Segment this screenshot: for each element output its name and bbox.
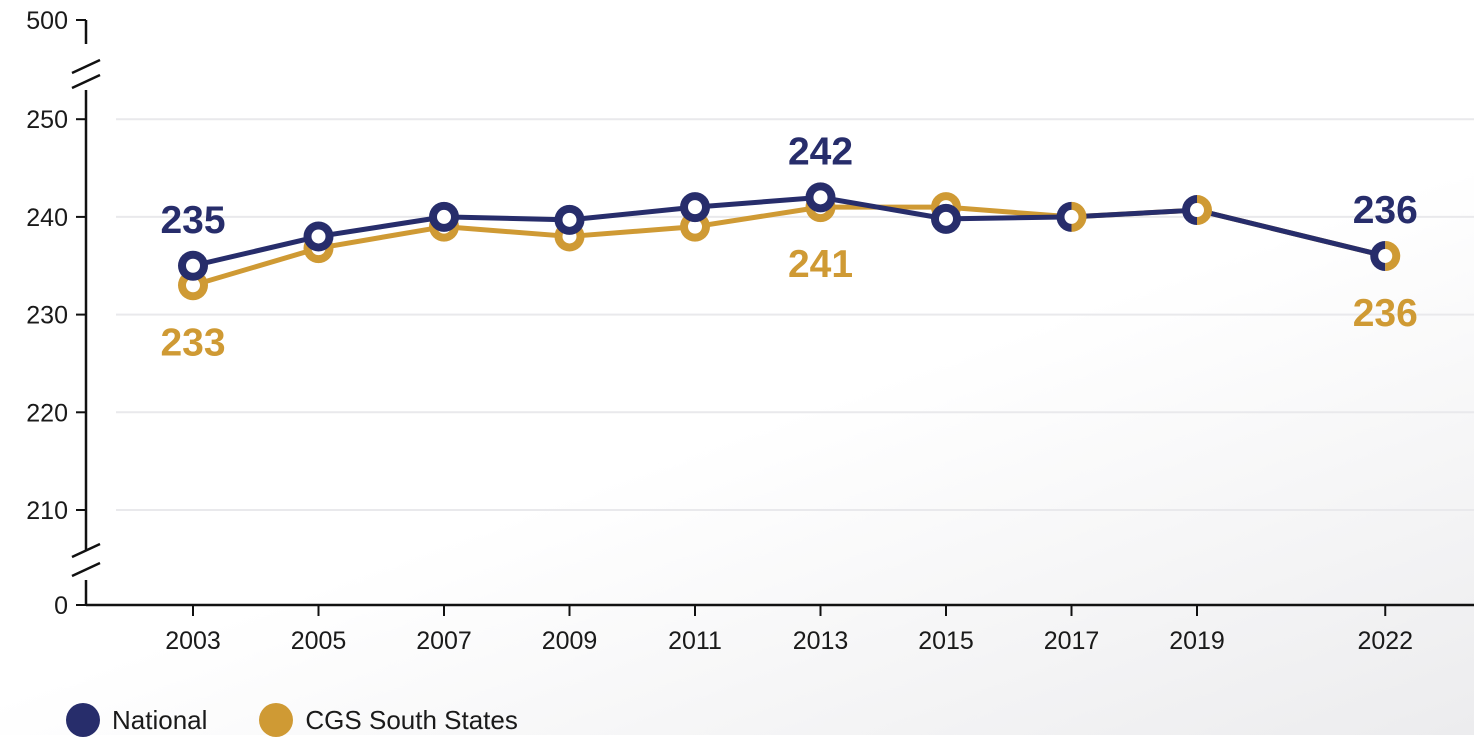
point-center (688, 219, 702, 234)
x-tick-label-2019: 2019 (1169, 627, 1225, 655)
point-center (688, 200, 702, 215)
tick-labels: 0 210 220 230 240 250 500 2003 2005 2007 2009 2011 2… (26, 7, 1413, 655)
legend-label-national: National (112, 704, 208, 735)
axis-break-bottom-2 (71, 561, 101, 578)
data-labels: 235 242 236 233 241 236 (160, 130, 1417, 364)
point-half-national (1056, 201, 1072, 232)
x-tick-label-2005: 2005 (291, 627, 347, 655)
axis-break-top (71, 58, 101, 75)
axis-break-top-2 (71, 73, 101, 90)
point-national-2013 (805, 182, 836, 213)
point-half-south (1197, 195, 1212, 226)
point-center (939, 211, 953, 226)
point-center (813, 190, 828, 205)
point-national-2015 (931, 203, 961, 234)
legend-item-cgs-south-states: CGS South States (259, 703, 518, 737)
data-label-south-2022: 236 (1353, 292, 1418, 335)
point-half-national (1182, 195, 1197, 226)
data-label-south-2003: 233 (160, 321, 225, 364)
point-national-2009 (554, 204, 585, 235)
point-national-2017 (1056, 201, 1087, 232)
y-tick-label-220: 220 (26, 399, 68, 427)
legend-label-cgs-south-states: CGS South States (305, 704, 518, 735)
point-half-south (1071, 201, 1087, 232)
point-center (1064, 209, 1079, 224)
legend-item-national: National (66, 703, 207, 737)
point-center (1378, 248, 1393, 263)
point-half-south (1385, 240, 1401, 271)
point-national-2007 (429, 201, 459, 232)
point-national-2003 (178, 250, 208, 281)
x-tick-label-2011: 2011 (668, 627, 722, 655)
line-chart: 0 210 220 230 240 250 500 2003 2005 2007 2009 2011 2… (26, 7, 1474, 655)
y-tick-label-250: 250 (26, 106, 68, 134)
point-national-2019 (1182, 195, 1212, 226)
axes (71, 19, 1474, 616)
data-label-national-2013: 242 (788, 130, 853, 173)
point-center (437, 209, 451, 224)
gridlines (116, 118, 1474, 511)
y-tick-label-230: 230 (26, 302, 68, 330)
series-line-national (192, 194, 1386, 269)
legend: National CGS South States (66, 703, 570, 737)
point-center (562, 212, 577, 227)
data-label-south-2013: 241 (788, 243, 853, 286)
point-national-2005 (303, 221, 334, 252)
point-center (186, 258, 200, 273)
point-national-2022 (1370, 240, 1401, 271)
series-lines (192, 194, 1386, 288)
x-tick-label-2009: 2009 (542, 627, 598, 655)
x-tick-label-2007: 2007 (416, 627, 472, 655)
x-tick-label-2013: 2013 (793, 627, 849, 655)
x-tick-label-2017: 2017 (1044, 627, 1100, 655)
x-tick-label-2022: 2022 (1357, 627, 1413, 655)
point-national-2011 (680, 192, 710, 223)
axis-break-bottom (71, 542, 101, 559)
y-tick-label-240: 240 (26, 204, 68, 232)
x-tick-label-2015: 2015 (918, 627, 974, 655)
point-half-national (1370, 240, 1386, 271)
data-label-national-2003: 235 (160, 199, 225, 242)
point-center (186, 278, 200, 293)
point-center (1190, 203, 1204, 218)
national-swatch-icon (66, 703, 100, 737)
x-tick-label-2003: 2003 (165, 627, 221, 655)
y-tick-label-500: 500 (26, 7, 68, 35)
y-tick-label-0: 0 (54, 592, 68, 620)
data-label-national-2022: 236 (1353, 189, 1418, 232)
y-tick-label-210: 210 (26, 497, 68, 525)
south-swatch-icon (259, 703, 294, 737)
point-center (311, 229, 326, 244)
series-markers (178, 182, 1401, 301)
